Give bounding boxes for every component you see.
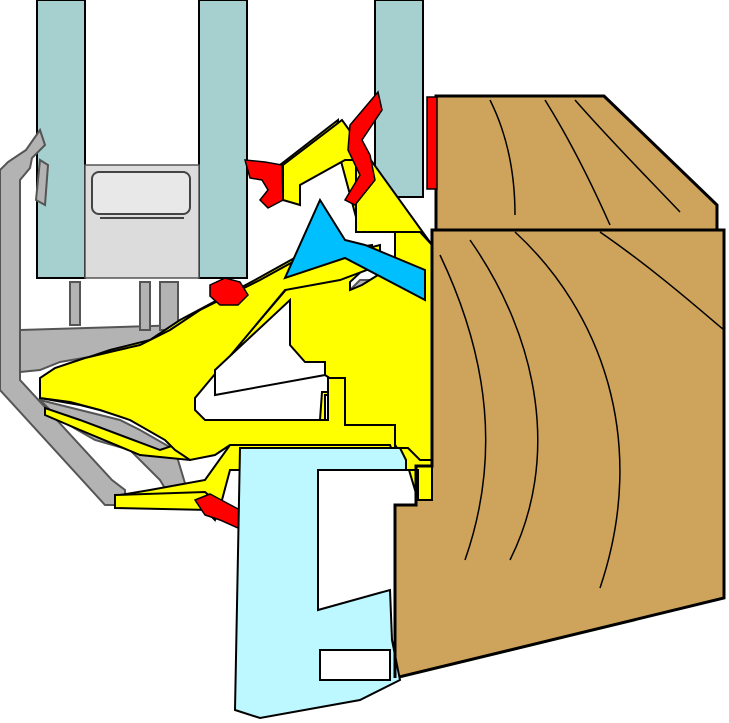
yellow-bead-profile (39, 117, 433, 522)
grey-bottom-teeth (69, 281, 179, 331)
red-gasket-bottom (193, 493, 241, 530)
wood-frame (393, 228, 726, 680)
wood-frame-body (393, 228, 726, 680)
red-gaskets (193, 90, 383, 530)
grey-clip-hook (34, 158, 50, 207)
wood-sash-grain-2 (544, 99, 611, 226)
glazing (36, 0, 424, 279)
red-gasket-top-right (343, 90, 383, 206)
wood-frame-grain-1 (439, 254, 487, 561)
red-gasket-mid (209, 277, 249, 306)
light-blue-slot (319, 649, 391, 681)
wood-frame-grain-3 (514, 231, 621, 589)
wood-frame-grain-4 (599, 231, 725, 331)
yellow-bead-cavity (214, 297, 326, 397)
blue-wedge (283, 197, 426, 302)
wood-sash-grain-3 (574, 99, 681, 213)
light-blue-frame-profile (233, 447, 407, 720)
grey-outer-clip (0, 127, 126, 506)
wood-frame-grain-2 (469, 239, 539, 561)
wood-sash-grain-1 (489, 99, 516, 216)
glass-pane-3 (374, 0, 424, 198)
spacer-core (91, 171, 191, 215)
red-seal-strip (426, 96, 438, 190)
spacer-bar (84, 164, 200, 279)
wood-frame-step-outline (393, 230, 434, 678)
wood-sash (434, 94, 719, 232)
wood-sash-body (434, 94, 719, 232)
red-gasket-top-left (243, 159, 284, 209)
glass-pane-1 (36, 0, 86, 279)
glass-pane-2 (198, 0, 248, 279)
